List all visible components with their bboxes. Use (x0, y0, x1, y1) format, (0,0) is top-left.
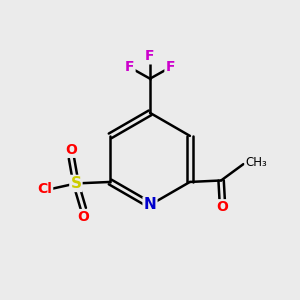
Text: Cl: Cl (37, 182, 52, 197)
Text: CH₃: CH₃ (245, 156, 267, 169)
Text: F: F (145, 50, 155, 63)
Text: F: F (166, 60, 175, 74)
Text: O: O (65, 143, 77, 157)
Text: F: F (125, 60, 134, 74)
Text: O: O (77, 210, 89, 224)
Text: S: S (70, 176, 81, 191)
Text: O: O (217, 200, 229, 214)
Text: N: N (144, 197, 156, 212)
